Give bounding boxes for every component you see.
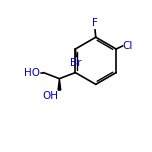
Text: Br: Br xyxy=(70,58,82,67)
Text: OH: OH xyxy=(42,91,58,101)
Text: HO: HO xyxy=(24,68,40,78)
Text: Cl: Cl xyxy=(123,41,133,51)
Polygon shape xyxy=(58,79,61,90)
Text: F: F xyxy=(92,18,98,28)
